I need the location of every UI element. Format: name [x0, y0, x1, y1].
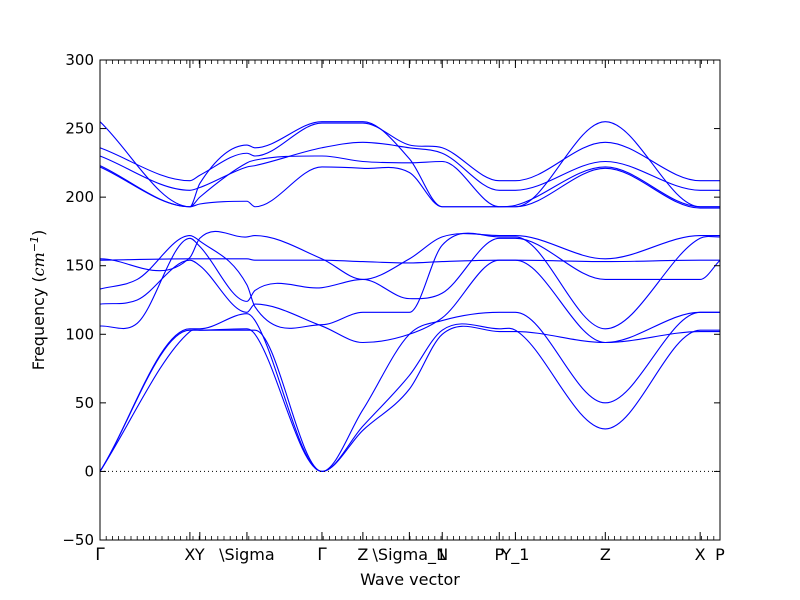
y-tick-label: 50	[75, 394, 94, 412]
plot-frame	[99, 59, 721, 541]
y-axis-label-exp: −1	[28, 236, 41, 252]
band-7	[99, 258, 720, 264]
x-tick-label: P	[715, 545, 725, 564]
band-6	[99, 232, 721, 330]
band-13	[99, 121, 720, 208]
band-5	[99, 259, 720, 344]
x-tick-label: P	[494, 545, 504, 564]
y-tick-label: 150	[65, 257, 94, 275]
x-tick-label: Γ	[95, 545, 105, 565]
y-axis-label: Frequency (cm−1)	[28, 230, 48, 371]
x-tick-label: N	[436, 545, 448, 564]
y-tick-label: 0	[84, 462, 94, 480]
y-tick-label: 200	[65, 188, 94, 206]
y-axis-label-unit: cm	[29, 252, 48, 276]
x-tick-label: Z	[357, 545, 368, 564]
y-tick-label: 250	[65, 120, 94, 138]
x-tick-label: Y_1	[500, 545, 529, 565]
band-8	[99, 230, 720, 280]
x-tick-label: \Sigma_1	[373, 545, 447, 565]
x-tick-label: Γ	[317, 545, 327, 565]
x-tick-label: X	[184, 545, 195, 564]
y-axis-label-close: )	[29, 230, 48, 236]
y-tick-label: −50	[62, 531, 94, 549]
y-axis-label-text: Frequency (	[29, 276, 48, 370]
x-axis-label: Wave vector	[360, 570, 460, 589]
x-tick-label: Y	[194, 545, 205, 564]
y-tick-label: 100	[65, 325, 94, 343]
band-3	[99, 311, 720, 472]
y-tick-label: 300	[65, 51, 94, 69]
x-ticks: Γ X Y \Sigma Γ Z \Sigma_1N PY_1 Z X P	[95, 60, 725, 565]
x-tick-label: \Sigma	[219, 545, 275, 564]
x-tick-label: X	[695, 545, 706, 564]
x-tick-label: Z	[600, 545, 611, 564]
band-lines	[99, 121, 721, 472]
y-ticks: −50 0 50 100 150 200 250 300	[62, 51, 720, 549]
band-10	[99, 155, 720, 208]
band-9	[99, 166, 720, 209]
band-2	[99, 323, 720, 472]
band-12	[99, 122, 720, 182]
